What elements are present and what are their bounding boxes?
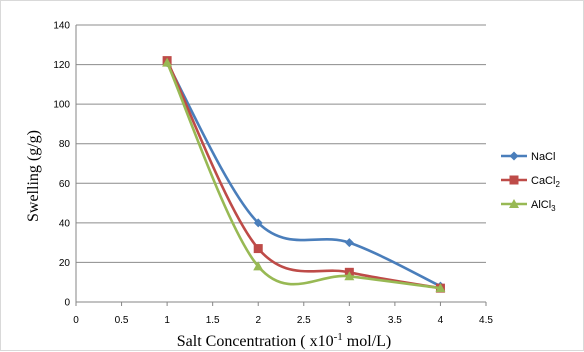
y-tick-label: 140 (53, 21, 70, 32)
x-tick-label: 4.5 (479, 315, 493, 326)
series-line (165, 61, 442, 288)
series-line (165, 60, 441, 290)
y-tick-label: 60 (59, 179, 71, 190)
series-nacl (162, 58, 445, 291)
data-point (435, 283, 446, 293)
y-tick-label: 20 (59, 258, 71, 269)
legend-marker (509, 151, 519, 161)
series-layer (162, 56, 446, 293)
x-tick-label: 3 (347, 315, 353, 326)
y-tick-label: 80 (59, 139, 71, 150)
data-point (344, 238, 354, 248)
series-cacl2 (162, 56, 445, 293)
legend-label: AlCl3 (531, 199, 556, 213)
data-point (253, 261, 264, 271)
legend-label: NaCl (531, 151, 555, 163)
data-point (253, 218, 263, 228)
axis-layer: 0 20 40 60 80 100 120 140 0 0.5 1 1.5 2 2.5 3 3.5 4 4.5 (53, 21, 493, 327)
legend-item-nacl: NaCl (501, 151, 555, 163)
y-tick-label: 40 (59, 218, 71, 229)
legend: NaCl CaCl2 AlCl3 (501, 151, 560, 213)
x-tick-label: 0 (73, 315, 79, 326)
grid-layer (76, 24, 486, 263)
x-tick-label: 0.5 (115, 315, 129, 326)
legend-item-cacl2: CaCl2 (501, 175, 560, 189)
legend-item-alcl3: AlCl3 (501, 199, 556, 213)
x-tick-label: 2 (255, 315, 261, 326)
series-line (165, 62, 441, 290)
legend-marker (509, 175, 519, 185)
x-tick-label: 3.5 (388, 315, 402, 326)
legend-label: CaCl2 (531, 175, 560, 189)
series-alcl3 (162, 57, 446, 293)
y-tick-label: 100 (53, 100, 70, 111)
x-tick-label: 1 (164, 315, 170, 326)
y-axis-title: Swelling (g/g) (25, 130, 42, 222)
data-point (162, 57, 173, 67)
legend-marker (509, 199, 519, 208)
y-tick-label: 120 (53, 60, 70, 71)
x-tick-label: 2.5 (297, 315, 311, 326)
data-point (344, 271, 355, 281)
x-tick-label: 4 (438, 315, 444, 326)
data-point (253, 244, 263, 254)
x-axis-title: Salt Concentration ( x10-1 mol/L) (177, 331, 391, 350)
x-tick-label: 1.5 (206, 315, 220, 326)
y-tick-label: 0 (64, 298, 70, 309)
